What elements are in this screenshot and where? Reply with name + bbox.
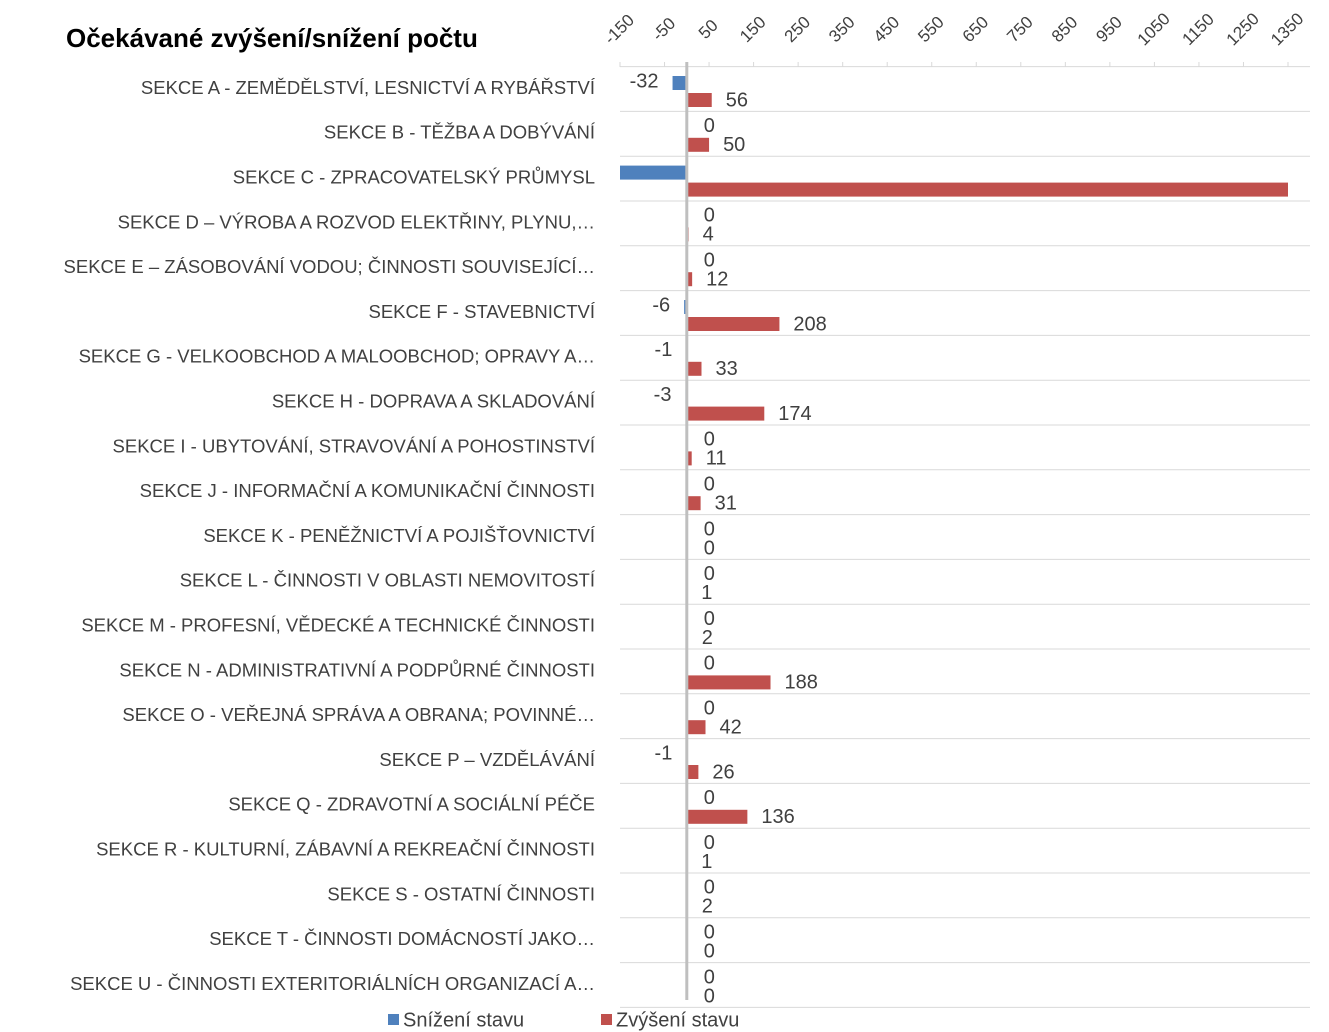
data-label: 0 <box>704 205 715 227</box>
y-tick-label: SEKCE F - STAVEBNICTVÍ <box>369 301 596 322</box>
bar <box>686 137 710 152</box>
bar <box>686 765 699 779</box>
data-label: 0 <box>704 653 715 675</box>
legend-label: Zvýšení stavu <box>616 1009 739 1031</box>
x-tick-label: 50 <box>695 16 722 43</box>
data-label: 0 <box>704 921 715 943</box>
x-tick-label: -50 <box>648 14 679 45</box>
data-label: 0 <box>704 966 715 988</box>
data-label: 4 <box>703 224 714 246</box>
data-label: 208 <box>793 313 826 335</box>
y-tick-label: SEKCE U - ČINNOSTI EXTERITORIÁLNÍCH ORGA… <box>70 973 595 994</box>
x-tick-label: 950 <box>1092 13 1125 46</box>
data-label: 0 <box>704 537 715 559</box>
data-label: 56 <box>726 89 748 111</box>
data-label: 0 <box>704 563 715 585</box>
bar <box>686 93 712 107</box>
legend-swatch <box>388 1014 399 1025</box>
x-tick-label: 1150 <box>1179 10 1218 49</box>
data-label: 0 <box>704 940 715 962</box>
y-tick-label: SEKCE G - VELKOOBCHOD A MALOOBCHOD; OPRA… <box>79 346 595 367</box>
bar <box>620 165 687 180</box>
x-tick-label: 250 <box>781 13 814 46</box>
y-tick-label: SEKCE J - INFORMAČNÍ A KOMUNIKAČNÍ ČINNO… <box>140 480 595 501</box>
data-label: 50 <box>723 134 745 156</box>
data-label: 31 <box>715 492 737 514</box>
data-label: 42 <box>720 716 742 738</box>
x-tick-label: 550 <box>914 13 947 46</box>
x-tick-label: 450 <box>870 13 903 46</box>
data-label: 26 <box>712 761 734 783</box>
bar <box>686 361 702 376</box>
bar <box>686 182 1288 197</box>
chart-title: Očekávané zvýšení/snížení počtu <box>66 23 478 53</box>
bar <box>686 809 748 824</box>
y-tick-label: SEKCE Q - ZDRAVOTNÍ A SOCIÁLNÍ PÉČE <box>228 794 595 815</box>
x-tick-label: 1050 <box>1134 9 1174 49</box>
data-label: -1 <box>655 742 673 764</box>
y-tick-label: SEKCE O - VEŘEJNÁ SPRÁVA A OBRANA; POVIN… <box>122 704 595 725</box>
data-label: -1 <box>655 339 673 361</box>
x-tick-label: 350 <box>825 13 858 46</box>
y-tick-label: SEKCE A - ZEMĚDĚLSTVÍ, LESNICTVÍ A RYBÁŘ… <box>141 77 596 98</box>
data-label: 0 <box>704 985 715 1007</box>
data-label: -3 <box>654 384 672 406</box>
bar <box>686 451 692 466</box>
y-tick-label: SEKCE N - ADMINISTRATIVNÍ A PODPŮRNÉ ČIN… <box>119 659 595 680</box>
y-tick-label: SEKCE I - UBYTOVÁNÍ, STRAVOVÁNÍ A POHOST… <box>113 435 596 456</box>
legend-label: Snížení stavu <box>403 1009 524 1031</box>
y-tick-label: SEKCE R - KULTURNÍ, ZÁBAVNÍ A REKREAČNÍ … <box>96 838 595 859</box>
y-tick-label: SEKCE E – ZÁSOBOVÁNÍ VODOU; ČINNOSTI SOU… <box>64 256 595 277</box>
bar <box>686 496 701 511</box>
bar <box>686 675 771 690</box>
x-tick-label: 850 <box>1048 13 1081 46</box>
data-label: 0 <box>704 115 715 137</box>
data-label: -6 <box>652 294 670 316</box>
data-label: 2 <box>702 896 713 918</box>
bar <box>686 406 765 421</box>
x-tick-label: 750 <box>1003 13 1036 46</box>
x-tick-label: 650 <box>959 13 992 46</box>
x-tick-label: 1350 <box>1267 9 1307 49</box>
data-label: 0 <box>704 518 715 540</box>
data-label: 33 <box>715 358 737 380</box>
bar <box>686 272 693 287</box>
y-tick-label: SEKCE T - ČINNOSTI DOMÁCNOSTÍ JAKO… <box>209 928 595 949</box>
data-label: -32 <box>630 70 659 92</box>
data-label: 0 <box>704 249 715 271</box>
data-label: 12 <box>706 268 728 290</box>
data-label: 0 <box>704 877 715 899</box>
data-label: 2 <box>702 627 713 649</box>
data-label: 136 <box>761 806 794 828</box>
y-tick-label: SEKCE K - PENĚŽNICTVÍ A POJIŠŤOVNICTVÍ <box>203 525 596 546</box>
y-tick-label: SEKCE S - OSTATNÍ ČINNOSTI <box>327 883 595 904</box>
y-tick-label: SEKCE D – VÝROBA A ROZVOD ELEKTŘINY, PLY… <box>118 211 595 232</box>
y-tick-label: SEKCE L - ČINNOSTI V OBLASTI NEMOVITOSTÍ <box>180 570 596 591</box>
y-tick-label: SEKCE H - DOPRAVA A SKLADOVÁNÍ <box>272 390 596 411</box>
data-label: 0 <box>704 608 715 630</box>
data-label: 188 <box>785 672 818 694</box>
data-label: 1 <box>701 851 712 873</box>
y-tick-label: SEKCE M - PROFESNÍ, VĚDECKÉ A TECHNICKÉ … <box>81 614 595 635</box>
data-label: 0 <box>704 832 715 854</box>
y-tick-label: SEKCE B - TĚŽBA A DOBÝVÁNÍ <box>324 122 596 143</box>
x-tick-label: 150 <box>736 13 769 46</box>
y-tick-label: SEKCE P – VZDĚLÁVÁNÍ <box>379 749 595 770</box>
data-label: 1 <box>701 582 712 604</box>
bar <box>686 720 706 735</box>
x-tick-label: -150 <box>601 11 638 48</box>
bar <box>686 317 780 331</box>
data-label: 174 <box>778 403 811 425</box>
data-label: 0 <box>704 697 715 719</box>
legend-swatch <box>601 1014 612 1025</box>
data-label: 0 <box>704 787 715 809</box>
data-label: 11 <box>706 448 727 470</box>
y-tick-label: SEKCE C - ZPRACOVATELSKÝ PRŮMYSL <box>233 166 595 187</box>
data-label: 0 <box>704 429 715 451</box>
x-tick-label: 1250 <box>1223 9 1263 49</box>
data-label: 0 <box>704 473 715 495</box>
bar <box>672 76 687 90</box>
